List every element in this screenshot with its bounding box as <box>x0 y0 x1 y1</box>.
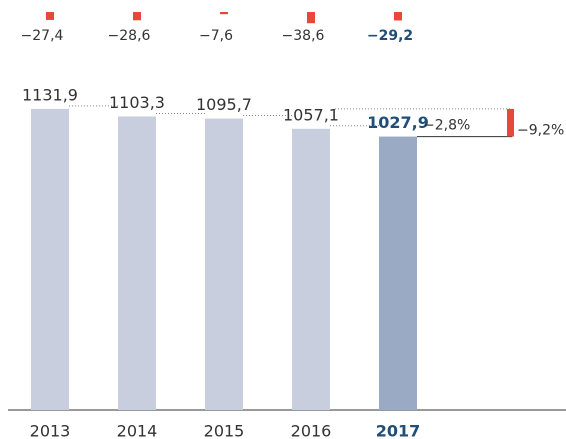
change-bar <box>394 12 402 21</box>
change-bar <box>133 12 141 21</box>
change-label: −29,2 <box>367 28 413 44</box>
value-label: 1095,7 <box>196 95 252 114</box>
value-label: 1057,1 <box>283 105 339 124</box>
bar <box>118 116 156 410</box>
value-label: 1103,3 <box>109 93 165 112</box>
change-label: −38,6 <box>282 28 325 44</box>
x-tick-label: 2016 <box>291 422 332 439</box>
bar <box>292 128 330 410</box>
change-bar <box>307 12 315 24</box>
bar <box>31 108 69 410</box>
bar <box>379 136 417 410</box>
value-label: 1027,9 <box>367 113 429 132</box>
bar <box>205 118 243 411</box>
change-bar <box>220 12 228 15</box>
total-change-bar <box>507 108 514 137</box>
x-tick-label: 2017 <box>376 422 421 439</box>
change-label: −27,4 <box>21 28 64 44</box>
value-label: 1131,9 <box>22 85 78 104</box>
x-tick-label: 2014 <box>117 422 158 439</box>
change-label: −28,6 <box>108 28 151 44</box>
change-label: −7,6 <box>199 28 233 44</box>
change-bar <box>46 12 54 20</box>
x-tick-label: 2013 <box>30 422 71 439</box>
x-tick-label: 2015 <box>204 422 245 439</box>
annotation: −9,2% <box>517 123 564 139</box>
annotation: −2,8% <box>423 118 470 134</box>
